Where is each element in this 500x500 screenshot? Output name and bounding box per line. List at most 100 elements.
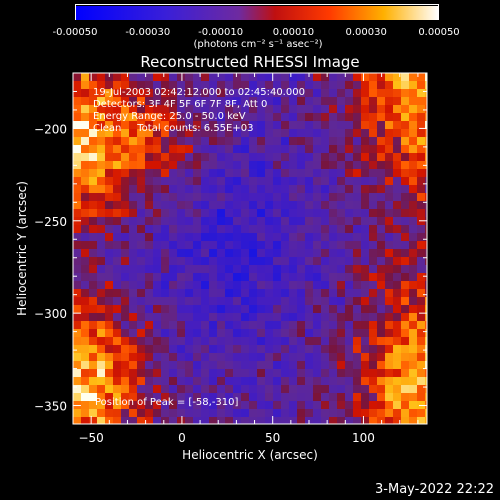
heatmap-cell: [129, 169, 138, 178]
heatmap-cell: [161, 233, 170, 242]
heatmap-cell: [209, 145, 218, 154]
heatmap-cell: [409, 273, 418, 282]
heatmap-cell: [241, 321, 250, 330]
heatmap-cell: [145, 329, 154, 338]
heatmap-cell: [137, 345, 146, 354]
heatmap-cell: [169, 297, 178, 306]
heatmap-cell: [169, 385, 178, 394]
heatmap-cell: [361, 257, 370, 266]
heatmap-cell: [401, 345, 410, 354]
heatmap-cell: [233, 137, 242, 146]
heatmap-cell: [145, 105, 154, 114]
heatmap-cell: [113, 145, 122, 154]
heatmap-cell: [233, 337, 242, 346]
heatmap-cell: [185, 185, 194, 194]
heatmap-cell: [193, 209, 202, 218]
heatmap-cell: [241, 185, 250, 194]
heatmap-cell: [417, 265, 426, 274]
heatmap-cell: [281, 313, 290, 322]
heatmap-cell: [289, 401, 298, 410]
heatmap-cell: [217, 185, 226, 194]
heatmap-cell: [249, 81, 258, 90]
heatmap-cell: [377, 81, 386, 90]
heatmap-cell: [129, 89, 138, 98]
heatmap-cell: [73, 409, 82, 418]
heatmap-cell: [241, 201, 250, 210]
heatmap-cell: [273, 273, 282, 282]
heatmap-cell: [89, 257, 98, 266]
heatmap-cell: [105, 145, 114, 154]
heatmap-cell: [265, 145, 274, 154]
heatmap-cell: [129, 345, 138, 354]
heatmap-cell: [281, 281, 290, 290]
heatmap-cell: [81, 209, 90, 218]
heatmap-cell: [265, 97, 274, 106]
heatmap-cell: [385, 393, 394, 402]
heatmap-cell: [289, 321, 298, 330]
heatmap-cell: [193, 97, 202, 106]
heatmap-cell: [241, 305, 250, 314]
heatmap-cell: [297, 369, 306, 378]
heatmap-cell: [305, 89, 314, 98]
heatmap-cell: [193, 345, 202, 354]
heatmap-cell: [145, 209, 154, 218]
heatmap-cell: [105, 385, 114, 394]
heatmap-cell: [353, 105, 362, 114]
heatmap-cell: [137, 337, 146, 346]
heatmap-cell: [385, 265, 394, 274]
heatmap-cell: [297, 361, 306, 370]
heatmap-cell: [425, 89, 428, 98]
heatmap-cell: [313, 97, 322, 106]
heatmap-cell: [409, 249, 418, 258]
heatmap-cell: [121, 113, 130, 122]
heatmap-cell: [401, 289, 410, 298]
heatmap-cell: [409, 289, 418, 298]
heatmap-cell: [193, 289, 202, 298]
heatmap-cell: [137, 137, 146, 146]
heatmap-cell: [161, 417, 170, 425]
heatmap-cell: [129, 105, 138, 114]
heatmap-cell: [209, 369, 218, 378]
heatmap-cell: [105, 409, 114, 418]
heatmap-cell: [81, 409, 90, 418]
heatmap-cell: [225, 97, 234, 106]
heatmap-cell: [329, 361, 338, 370]
heatmap-cell: [129, 97, 138, 106]
heatmap-cell: [217, 297, 226, 306]
heatmap-cell: [361, 105, 370, 114]
heatmap-cell: [97, 337, 106, 346]
heatmap-cell: [225, 409, 234, 418]
heatmap-cell: [169, 233, 178, 242]
heatmap-cell: [409, 377, 418, 386]
heatmap-cell: [89, 201, 98, 210]
heatmap-cell: [201, 321, 210, 330]
heatmap-cell: [249, 177, 258, 186]
heatmap-cell: [161, 257, 170, 266]
heatmap-cell: [241, 313, 250, 322]
heatmap-cell: [353, 265, 362, 274]
heatmap-cell: [393, 273, 402, 282]
heatmap-cell: [257, 321, 266, 330]
heatmap-cell: [177, 177, 186, 186]
heatmap-cell: [353, 273, 362, 282]
heatmap-cell: [377, 97, 386, 106]
heatmap-cell: [393, 161, 402, 170]
heatmap-cell: [233, 201, 242, 210]
heatmap-cell: [169, 177, 178, 186]
heatmap-cell: [417, 417, 426, 425]
heatmap-cell: [369, 193, 378, 202]
heatmap-cell: [409, 297, 418, 306]
heatmap-cell: [73, 369, 82, 378]
x-axis-label: Heliocentric X (arcsec): [182, 448, 318, 462]
heatmap-cell: [337, 249, 346, 258]
heatmap-cell: [393, 81, 402, 90]
heatmap-cell: [393, 113, 402, 122]
heatmap-cell: [145, 409, 154, 418]
heatmap-cell: [105, 305, 114, 314]
heatmap-cell: [129, 153, 138, 162]
heatmap-cell: [193, 305, 202, 314]
heatmap-cell: [305, 225, 314, 234]
heatmap-cell: [73, 265, 82, 274]
heatmap-cell: [249, 289, 258, 298]
heatmap-cell: [169, 73, 178, 82]
